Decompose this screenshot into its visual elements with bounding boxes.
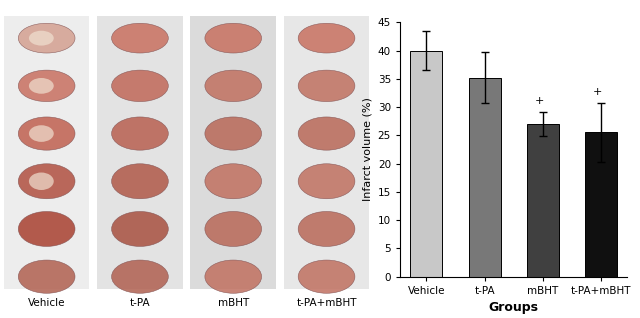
Text: t-PA+mBHT: t-PA+mBHT bbox=[296, 299, 356, 308]
Ellipse shape bbox=[298, 70, 355, 102]
Ellipse shape bbox=[111, 260, 168, 293]
Ellipse shape bbox=[19, 211, 75, 246]
Ellipse shape bbox=[29, 172, 54, 190]
Ellipse shape bbox=[205, 23, 262, 53]
Ellipse shape bbox=[29, 125, 54, 142]
Ellipse shape bbox=[298, 260, 355, 293]
Ellipse shape bbox=[19, 70, 75, 102]
Bar bbox=[585, 133, 617, 277]
Ellipse shape bbox=[19, 117, 75, 150]
X-axis label: Groups: Groups bbox=[488, 301, 539, 314]
Ellipse shape bbox=[205, 211, 262, 246]
Ellipse shape bbox=[111, 23, 168, 53]
Text: +: + bbox=[535, 96, 545, 106]
Ellipse shape bbox=[298, 211, 355, 246]
Text: Vehicle: Vehicle bbox=[28, 299, 65, 308]
Ellipse shape bbox=[19, 260, 75, 293]
Ellipse shape bbox=[205, 70, 262, 102]
Bar bbox=[527, 124, 559, 277]
FancyBboxPatch shape bbox=[284, 16, 369, 289]
Ellipse shape bbox=[298, 164, 355, 199]
Bar bbox=[410, 51, 442, 277]
Bar bbox=[468, 78, 500, 277]
Text: +: + bbox=[593, 87, 603, 97]
Text: t-PA: t-PA bbox=[130, 299, 150, 308]
Ellipse shape bbox=[19, 164, 75, 199]
Ellipse shape bbox=[111, 70, 168, 102]
Ellipse shape bbox=[111, 117, 168, 150]
Ellipse shape bbox=[111, 164, 168, 199]
Ellipse shape bbox=[205, 164, 262, 199]
FancyBboxPatch shape bbox=[191, 16, 276, 289]
Ellipse shape bbox=[205, 117, 262, 150]
Ellipse shape bbox=[29, 31, 54, 45]
FancyBboxPatch shape bbox=[97, 16, 183, 289]
Y-axis label: Infarct volume (%): Infarct volume (%) bbox=[362, 98, 372, 201]
Ellipse shape bbox=[111, 211, 168, 246]
Ellipse shape bbox=[19, 23, 75, 53]
FancyBboxPatch shape bbox=[4, 16, 90, 289]
Ellipse shape bbox=[298, 23, 355, 53]
Ellipse shape bbox=[298, 117, 355, 150]
Ellipse shape bbox=[205, 260, 262, 293]
Text: mBHT: mBHT bbox=[218, 299, 249, 308]
Ellipse shape bbox=[29, 78, 54, 94]
